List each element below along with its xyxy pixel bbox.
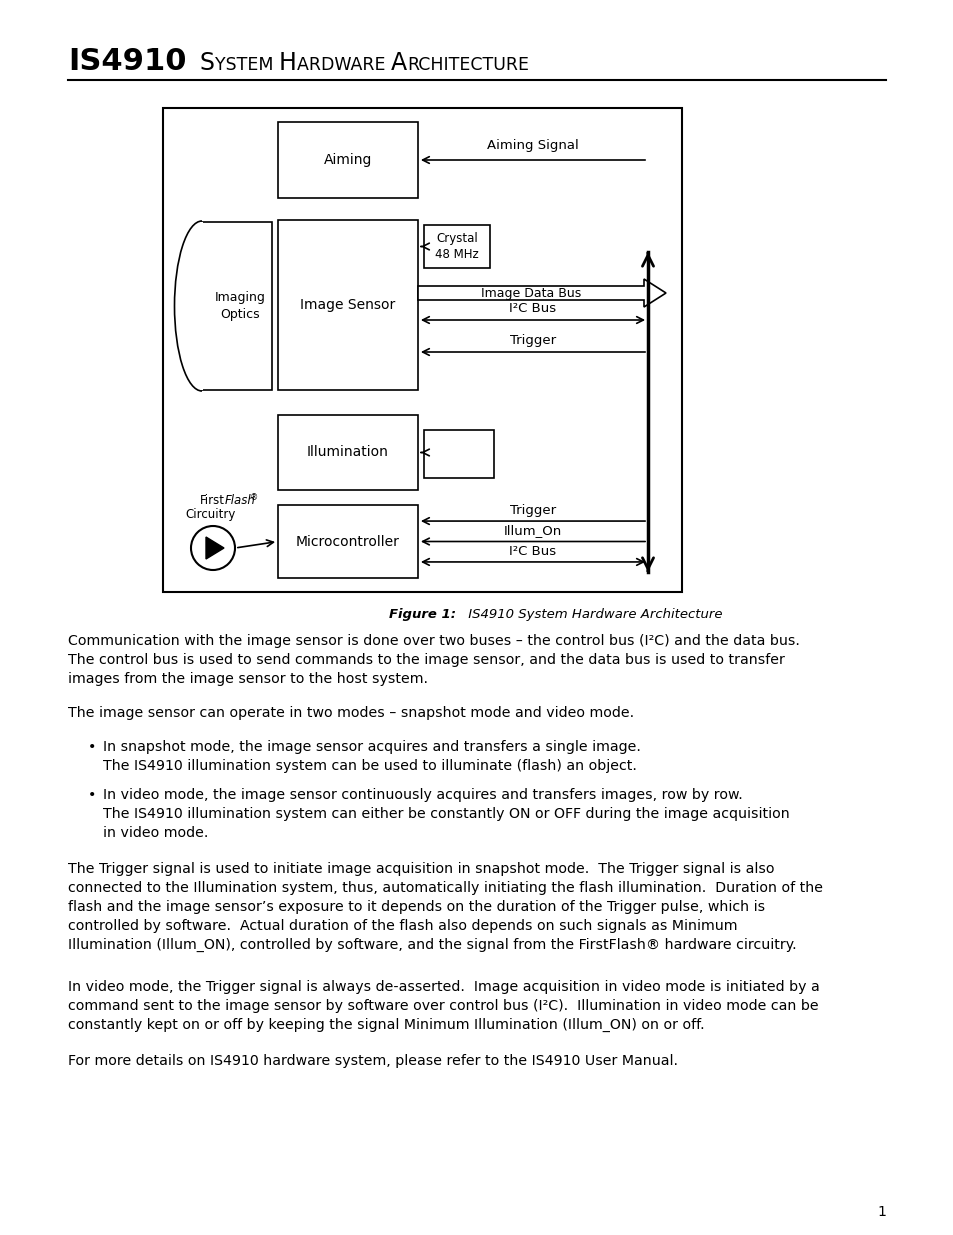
Bar (277, 220, 417, 390)
Text: I²C Bus: I²C Bus (509, 303, 556, 315)
Text: Circuitry: Circuitry (186, 508, 236, 521)
Text: Illumination: Illumination (307, 446, 389, 459)
Text: Image Data Bus: Image Data Bus (480, 287, 580, 300)
Text: For more details on IS4910 hardware system, please refer to the IS4910 User Manu: For more details on IS4910 hardware syst… (68, 1053, 678, 1068)
Bar (163, 107, 681, 592)
Bar (277, 122, 417, 198)
Text: YSTEM: YSTEM (214, 56, 278, 74)
Polygon shape (206, 537, 224, 559)
Text: Trigger: Trigger (510, 504, 556, 517)
Text: Crystal
48 MHz: Crystal 48 MHz (435, 232, 478, 261)
Text: In video mode, the image sensor continuously acquires and transfers images, row : In video mode, the image sensor continuo… (103, 788, 789, 840)
Text: The image sensor can operate in two modes – snapshot mode and video mode.: The image sensor can operate in two mode… (68, 706, 634, 720)
Bar (423, 430, 494, 478)
Text: A: A (391, 51, 407, 75)
Text: In snapshot mode, the image sensor acquires and transfers a single image.
The IS: In snapshot mode, the image sensor acqui… (103, 740, 640, 773)
Text: In video mode, the Trigger signal is always de-asserted.  Image acquisition in v: In video mode, the Trigger signal is alw… (68, 981, 819, 1032)
Text: RCHITECTURE: RCHITECTURE (407, 56, 529, 74)
Text: The Trigger signal is used to initiate image acquisition in snapshot mode.  The : The Trigger signal is used to initiate i… (68, 862, 822, 952)
Text: ®: ® (250, 493, 258, 501)
Text: 1: 1 (876, 1205, 885, 1219)
Text: Trigger: Trigger (510, 333, 556, 347)
Text: ARDWARE: ARDWARE (296, 56, 391, 74)
Bar (202, 222, 272, 390)
Text: Image Sensor: Image Sensor (300, 298, 395, 312)
Text: Aiming Signal: Aiming Signal (487, 140, 578, 152)
Text: IS4910 System Hardware Architecture: IS4910 System Hardware Architecture (464, 608, 722, 621)
Polygon shape (417, 279, 665, 308)
Text: Aiming: Aiming (323, 153, 372, 167)
Text: Microcontroller: Microcontroller (295, 535, 399, 548)
Text: Imaging
Optics: Imaging Optics (214, 291, 265, 321)
Text: Figure 1:: Figure 1: (389, 608, 456, 621)
Bar (277, 505, 417, 578)
Bar (277, 415, 417, 490)
Text: First: First (200, 494, 225, 508)
Text: •: • (88, 788, 96, 802)
Bar (423, 225, 490, 268)
Text: H: H (278, 51, 296, 75)
Text: Flash: Flash (225, 494, 255, 508)
Text: •: • (88, 740, 96, 755)
Bar (201, 222, 203, 390)
Text: Illum_On: Illum_On (503, 525, 561, 537)
Text: IS4910: IS4910 (68, 47, 186, 77)
Text: S: S (200, 51, 214, 75)
Text: I²C Bus: I²C Bus (509, 545, 556, 558)
Text: Communication with the image sensor is done over two buses – the control bus (I²: Communication with the image sensor is d… (68, 634, 799, 685)
